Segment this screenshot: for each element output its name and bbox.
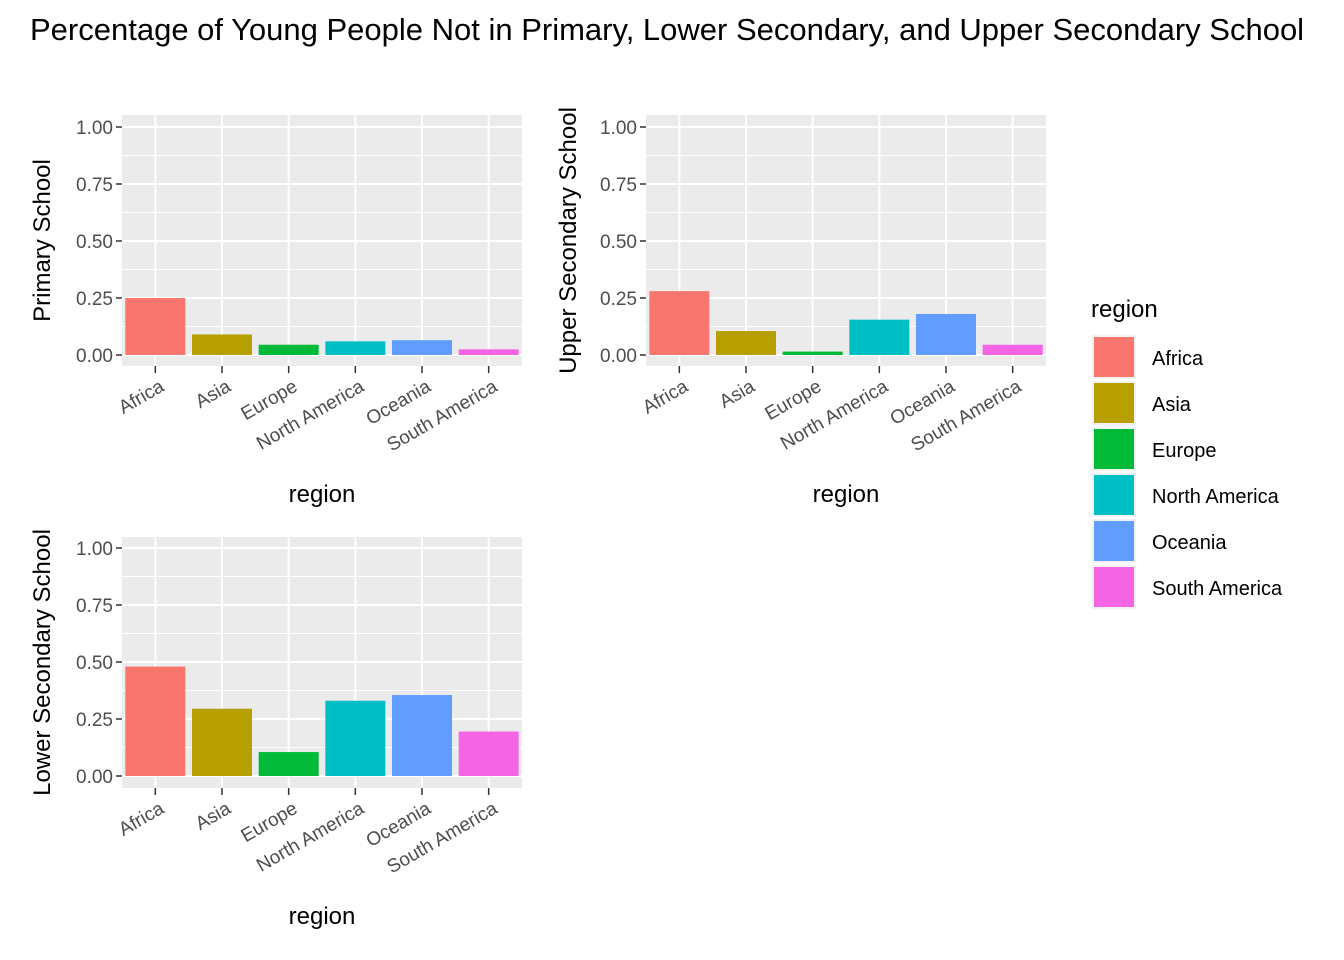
y-tick-label: 0.00 [76, 346, 113, 367]
y-axis-title: Upper Secondary School [555, 107, 582, 374]
x-tick-label: Africa [639, 376, 692, 419]
bar-europe [258, 344, 319, 355]
bar-oceania [916, 313, 976, 355]
x-tick-label: South America [384, 376, 502, 456]
legend-swatch-asia [1094, 383, 1134, 423]
x-tick-label: Africa [115, 376, 168, 419]
y-tick-label: 0.25 [76, 289, 113, 310]
y-tick-label: 0.50 [76, 232, 113, 253]
bar-africa [125, 666, 186, 776]
legend-swatch-europe [1094, 429, 1134, 469]
legend-label: North America [1152, 486, 1280, 508]
x-axis-title: region [289, 903, 356, 930]
chart-title: Percentage of Young People Not in Primar… [30, 12, 1305, 47]
bar-north-america [849, 319, 910, 355]
x-tick-label: South America [908, 376, 1026, 456]
legend-label: Africa [1152, 348, 1204, 370]
y-tick-label: 0.50 [76, 653, 113, 674]
bar-europe [782, 351, 843, 355]
bar-south-america [458, 349, 519, 355]
legend-label: South America [1152, 578, 1283, 600]
legend-label: Asia [1152, 394, 1192, 416]
y-tick-label: 1.00 [76, 539, 113, 560]
legend-title: region [1091, 296, 1158, 323]
x-tick-label: Asia [192, 798, 235, 835]
bar-north-america [325, 700, 386, 776]
bar-north-america [325, 341, 386, 355]
legend-swatch-south-america [1094, 567, 1134, 607]
bar-asia [192, 708, 252, 776]
y-tick-label: 1.00 [600, 118, 637, 139]
y-tick-label: 0.75 [76, 596, 113, 617]
x-axis-title: region [813, 481, 880, 508]
bar-africa [649, 291, 710, 355]
y-tick-label: 0.75 [76, 175, 113, 196]
y-tick-label: 0.50 [600, 232, 637, 253]
x-axis-title: region [289, 481, 356, 508]
bar-asia [192, 334, 252, 355]
y-tick-label: 0.75 [600, 175, 637, 196]
y-tick-label: 0.00 [76, 767, 113, 788]
y-axis-title: Primary School [29, 159, 56, 322]
legend-swatch-north-america [1094, 475, 1134, 515]
bar-oceania [392, 340, 452, 355]
bar-africa [125, 298, 186, 355]
bar-south-america [458, 731, 519, 776]
legend-label: Europe [1152, 440, 1217, 462]
x-tick-label: South America [384, 798, 502, 878]
y-tick-label: 0.25 [600, 289, 637, 310]
x-tick-label: Africa [115, 798, 168, 841]
y-tick-label: 0.25 [76, 710, 113, 731]
legend-swatch-africa [1094, 337, 1134, 377]
y-tick-label: 1.00 [76, 118, 113, 139]
legend: region Africa Asia Europe North America Ocean… [1091, 296, 1283, 609]
x-tick-label: Asia [716, 376, 759, 413]
bar-south-america [982, 344, 1043, 355]
legend-swatch-oceania [1094, 521, 1134, 561]
bar-europe [258, 752, 319, 776]
y-axis-title: Lower Secondary School [29, 529, 56, 796]
bar-oceania [392, 695, 452, 776]
legend-label: Oceania [1152, 532, 1227, 554]
bar-asia [716, 331, 776, 355]
y-tick-label: 0.00 [600, 346, 637, 367]
x-tick-label: Asia [192, 376, 235, 413]
